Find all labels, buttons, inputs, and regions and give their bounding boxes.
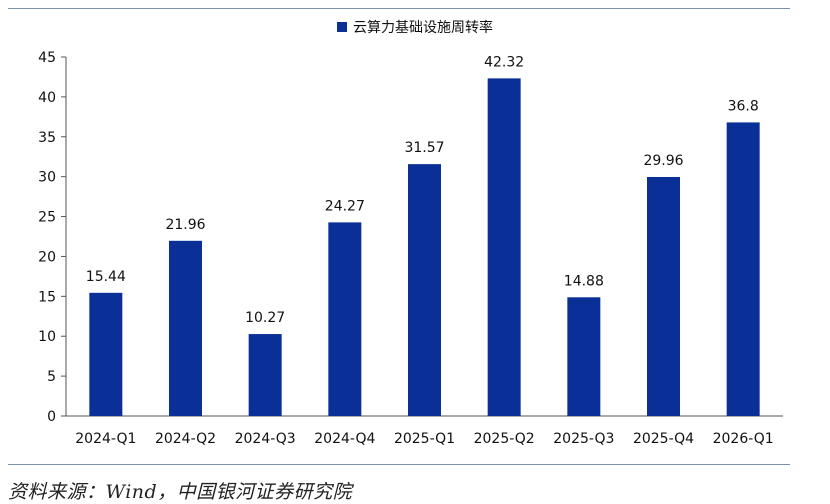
x-tick-label: 2026-Q1: [713, 431, 774, 447]
y-tick-label: 20: [38, 249, 56, 265]
data-label: 10.27: [245, 310, 285, 326]
x-tick-label: 2024-Q2: [155, 431, 216, 447]
bar: [169, 240, 202, 416]
bar: [726, 122, 760, 416]
data-label: 15.44: [86, 269, 126, 285]
data-label: 42.32: [484, 54, 524, 70]
x-tick-label: 2025-Q1: [394, 431, 455, 447]
data-label: 14.88: [564, 273, 604, 289]
legend-label: 云算力基础设施周转率: [353, 20, 493, 36]
x-tick-label: 2024-Q1: [75, 431, 136, 447]
bottom-rule: [8, 464, 790, 465]
source-note: 资料来源：Wind，中国银河证券研究院: [8, 481, 353, 503]
x-tick-label: 2025-Q2: [474, 431, 535, 447]
bar: [328, 222, 362, 416]
bar: [487, 78, 521, 417]
chart-legend: 云算力基础设施周转率: [0, 17, 830, 37]
y-tick-label: 10: [38, 329, 56, 345]
x-tick-label: 2024-Q4: [314, 431, 375, 447]
data-label: 29.96: [643, 153, 683, 169]
x-tick-label: 2024-Q3: [235, 431, 296, 447]
y-tick-label: 35: [38, 130, 56, 146]
bar: [248, 334, 282, 416]
bar: [408, 164, 441, 416]
top-rule: [8, 8, 790, 9]
x-tick-label: 2025-Q3: [553, 431, 614, 447]
legend-swatch: [337, 22, 347, 32]
y-tick-label: 0: [47, 409, 56, 425]
y-tick-label: 30: [38, 170, 56, 186]
y-tick-label: 15: [38, 289, 56, 305]
bar: [647, 176, 680, 416]
data-label: 21.96: [165, 217, 205, 233]
data-label: 36.8: [728, 98, 759, 114]
bar: [567, 297, 601, 416]
y-tick-label: 45: [38, 50, 56, 66]
y-tick-label: 5: [47, 369, 56, 385]
y-tick-label: 40: [38, 90, 56, 106]
data-label: 31.57: [404, 140, 444, 156]
data-label: 24.27: [325, 198, 365, 214]
x-tick-label: 2025-Q4: [633, 431, 694, 447]
bar: [89, 292, 123, 416]
y-tick-label: 25: [38, 210, 56, 226]
